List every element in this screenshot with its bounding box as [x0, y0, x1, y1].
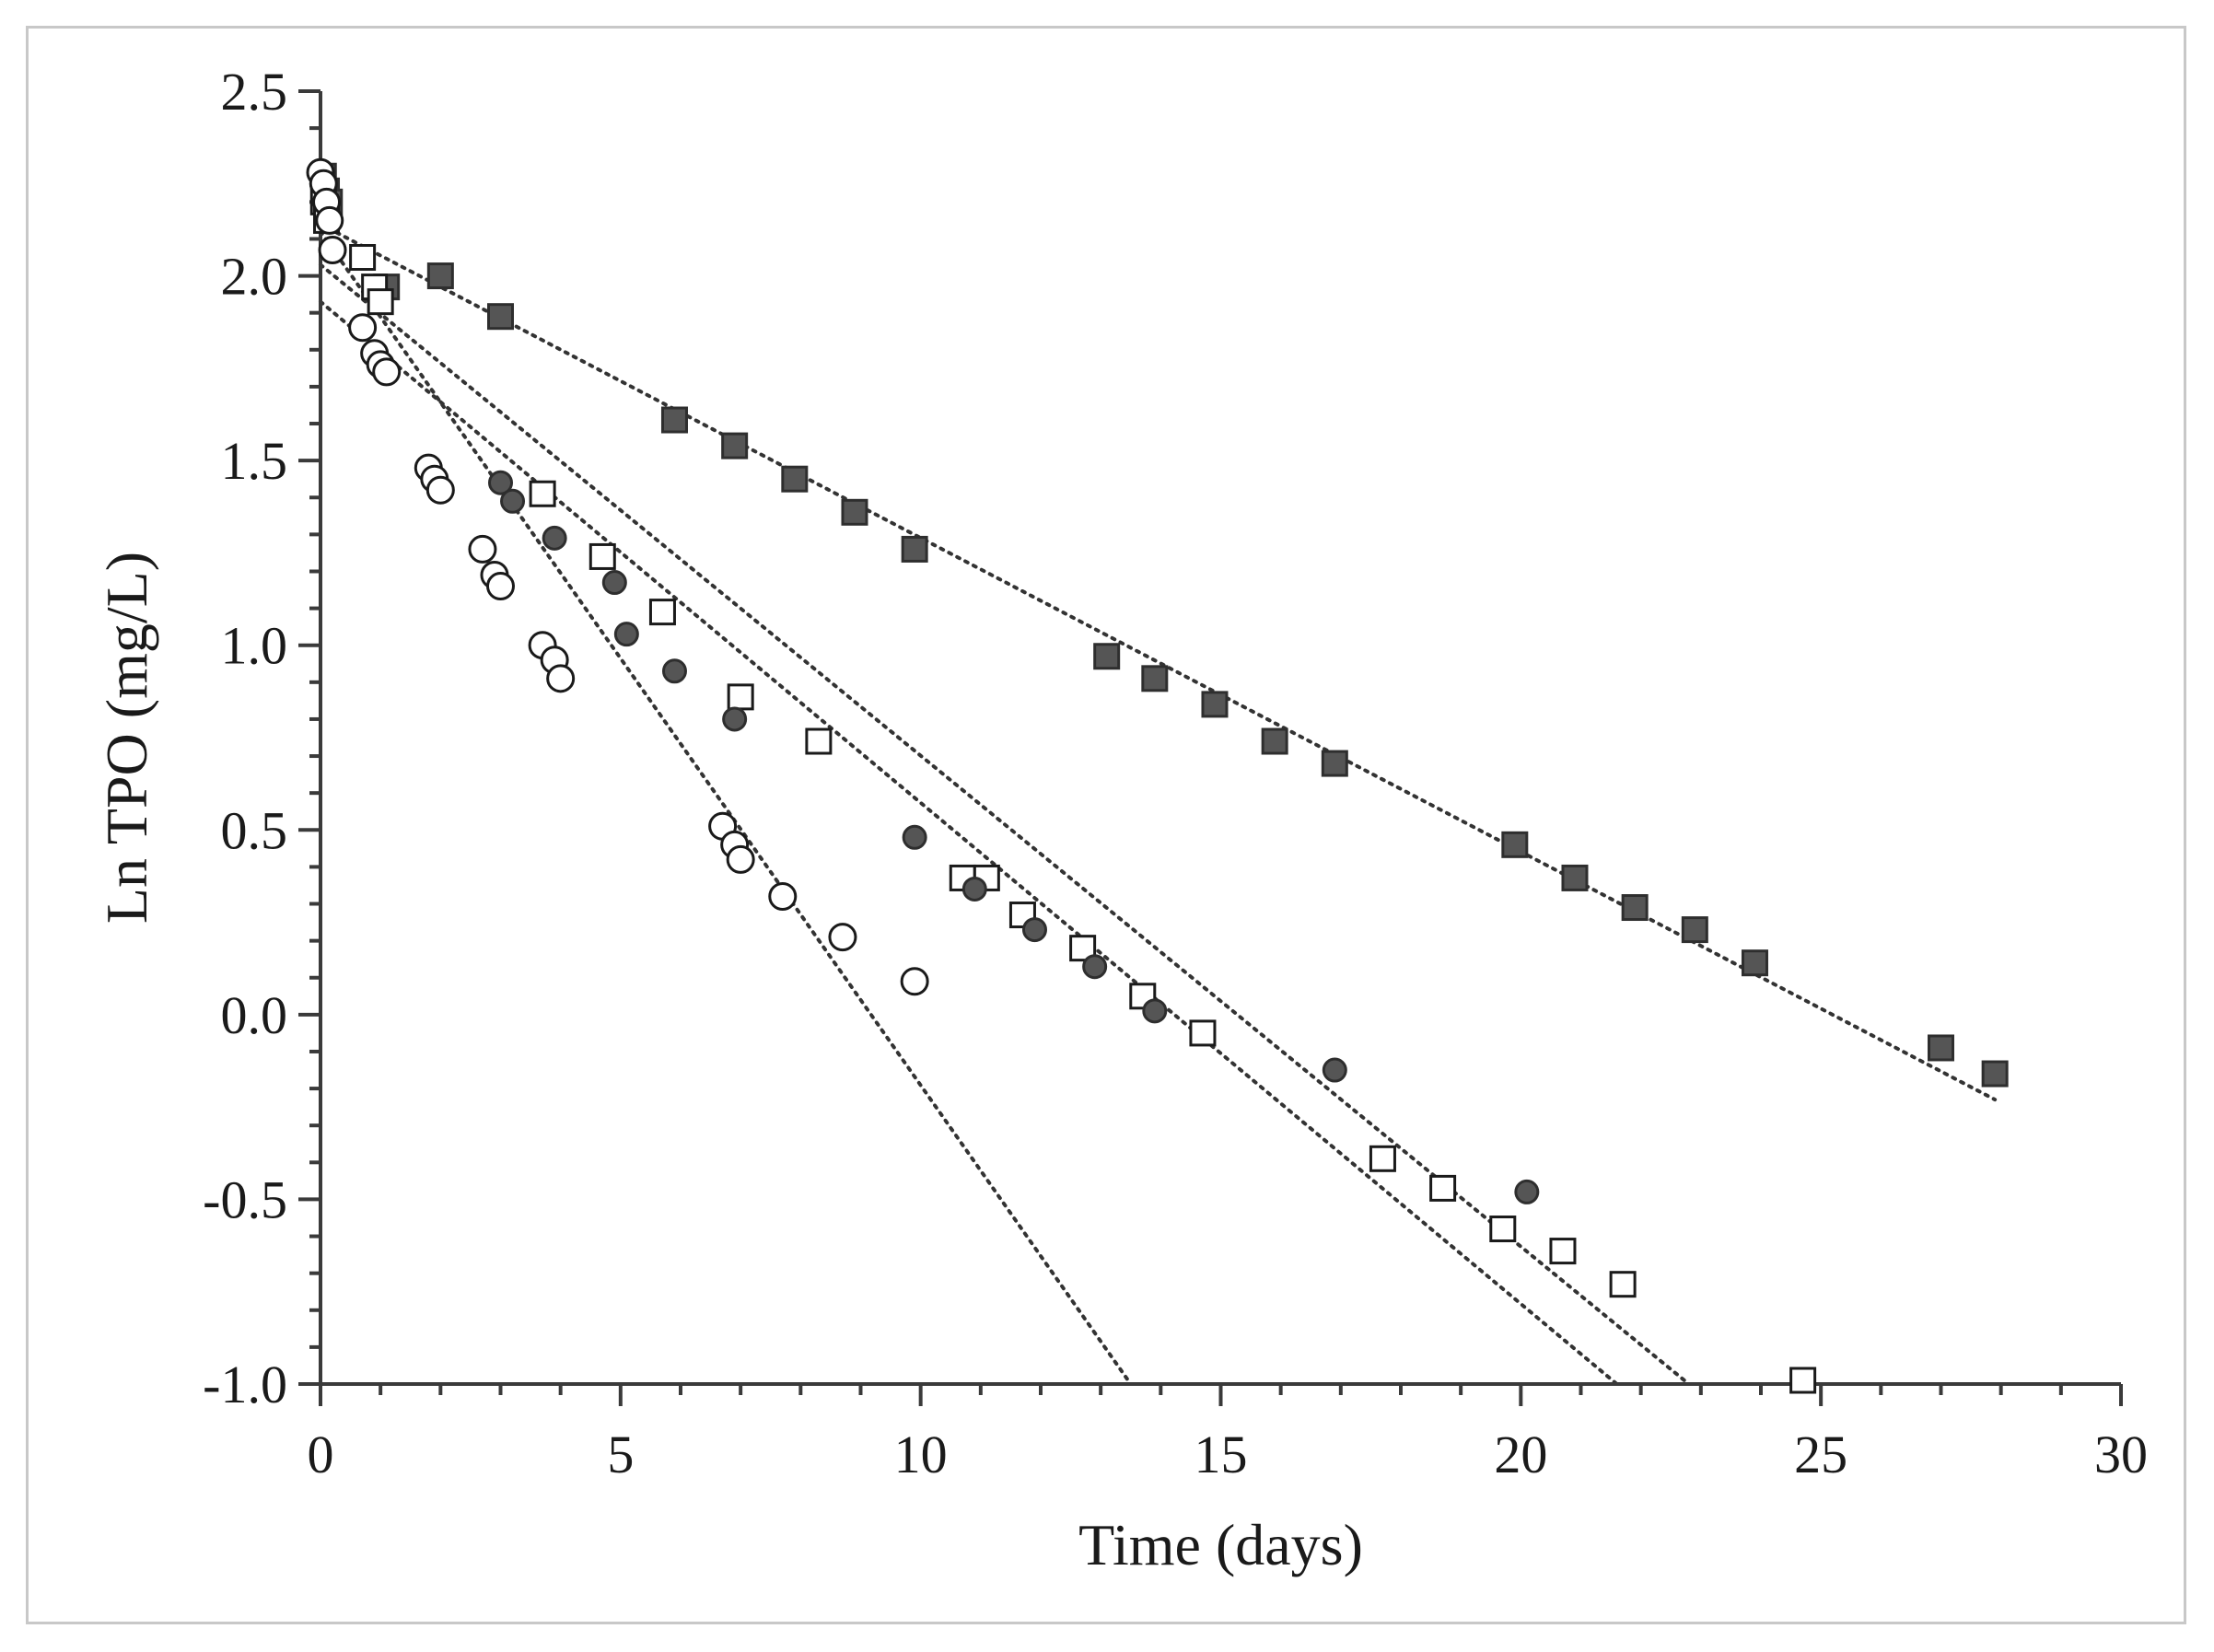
y-tick-label: 0.0 — [221, 985, 288, 1045]
x-axis-title: Time (days) — [1078, 1512, 1363, 1577]
filled-square-point — [1321, 750, 1348, 777]
open-circle-point — [468, 534, 497, 564]
filled-square-point — [1681, 916, 1708, 944]
filled-square-point — [1261, 727, 1288, 755]
open-square-point — [648, 599, 676, 626]
y-tick-label: 1.0 — [221, 616, 288, 676]
x-tick-label: 25 — [1794, 1425, 1847, 1484]
series-open-circles — [306, 157, 929, 996]
filled-square-point — [1621, 894, 1649, 922]
filled-square-point — [1981, 1060, 2009, 1088]
x-tick-label: 30 — [2094, 1425, 2148, 1484]
y-tick-label: 2.5 — [221, 62, 288, 122]
filled-circle-point — [1082, 954, 1108, 980]
open-circle-point — [546, 664, 576, 693]
filled-circle-point — [1142, 998, 1168, 1024]
fit-lines — [319, 222, 1998, 1386]
filled-square-point — [1501, 831, 1529, 858]
x-tick-label: 15 — [1194, 1425, 1248, 1484]
series-open-squares — [309, 188, 1817, 1394]
fit-line — [319, 262, 1691, 1386]
filled-circle-point — [661, 658, 687, 684]
y-tick-label: 2.0 — [221, 247, 288, 307]
open-square-point — [727, 683, 754, 711]
filled-circle-point — [1021, 917, 1047, 943]
series-filled-squares — [309, 162, 2009, 1088]
scatter-chart: 2.5 2.0 1.5 1.0 0.5 0.0 -0.5 -1.0 0 5 10 15 20 25 30 T… — [94, 62, 2148, 1577]
filled-square-point — [901, 535, 928, 563]
filled-square-point — [1093, 643, 1121, 670]
open-circle-point — [900, 967, 929, 996]
filled-square-point — [781, 465, 809, 493]
filled-circle-point — [1514, 1179, 1540, 1204]
filled-square-point — [426, 262, 454, 290]
open-circle-point — [768, 881, 798, 911]
filled-square-point — [1141, 665, 1169, 692]
filled-square-point — [1201, 691, 1229, 718]
open-square-point — [588, 542, 616, 570]
x-tick-label: 20 — [1494, 1425, 1547, 1484]
x-tick-label: 10 — [894, 1425, 948, 1484]
filled-circle-point — [500, 488, 526, 514]
filled-circle-point — [601, 570, 627, 596]
x-tick-label: 0 — [308, 1425, 334, 1484]
open-circle-point — [726, 844, 755, 874]
open-square-point — [805, 727, 833, 755]
open-circle-point — [315, 205, 344, 235]
open-square-point — [349, 244, 377, 272]
filled-square-point — [721, 432, 749, 460]
y-tick-label: -1.0 — [203, 1355, 287, 1414]
open-square-point — [1609, 1271, 1637, 1298]
open-circle-point — [372, 357, 402, 387]
fit-line — [319, 222, 1998, 1102]
filled-square-point — [1741, 949, 1768, 977]
fit-line — [319, 229, 1133, 1386]
open-square-point — [1789, 1367, 1817, 1394]
open-square-point — [1489, 1216, 1517, 1243]
filled-square-point — [1928, 1034, 1954, 1062]
y-axis-title: Ln TPO (mg/L) — [94, 552, 159, 924]
fit-line — [319, 299, 1619, 1386]
open-square-point — [1549, 1238, 1577, 1265]
filled-circle-point — [961, 876, 987, 902]
tick-labels: 2.5 2.0 1.5 1.0 0.5 0.0 -0.5 -1.0 0 5 10 15 20 25 30 — [203, 62, 2148, 1484]
open-circle-point — [318, 235, 347, 264]
filled-circle-point — [613, 622, 639, 647]
open-square-point — [1369, 1145, 1396, 1172]
filled-square-point — [660, 406, 688, 434]
open-square-point — [1429, 1174, 1457, 1202]
chart-frame: 2.5 2.0 1.5 1.0 0.5 0.0 -0.5 -1.0 0 5 10 15 20 25 30 T… — [26, 26, 2186, 1624]
filled-circle-point — [722, 706, 748, 732]
open-square-point — [1189, 1019, 1217, 1047]
y-tick-label: 0.5 — [221, 800, 288, 860]
filled-circle-point — [542, 525, 567, 551]
y-tick-label: 1.5 — [221, 431, 288, 491]
open-circle-point — [425, 475, 455, 505]
filled-circle-point — [902, 824, 927, 850]
open-circle-point — [348, 313, 378, 343]
open-square-point — [529, 480, 556, 507]
axes — [298, 89, 2123, 1406]
filled-circle-point — [1322, 1057, 1347, 1083]
filled-square-point — [487, 303, 514, 331]
series-filled-circles — [488, 470, 1540, 1204]
open-circle-point — [828, 923, 857, 952]
open-square-point — [367, 288, 394, 316]
filled-square-point — [1561, 864, 1589, 891]
filled-circle-point — [488, 470, 513, 495]
y-tick-label: -0.5 — [203, 1169, 287, 1229]
open-circle-point — [486, 572, 515, 601]
filled-square-point — [841, 498, 868, 526]
x-tick-label: 5 — [607, 1425, 634, 1484]
data-points — [306, 157, 2009, 1394]
